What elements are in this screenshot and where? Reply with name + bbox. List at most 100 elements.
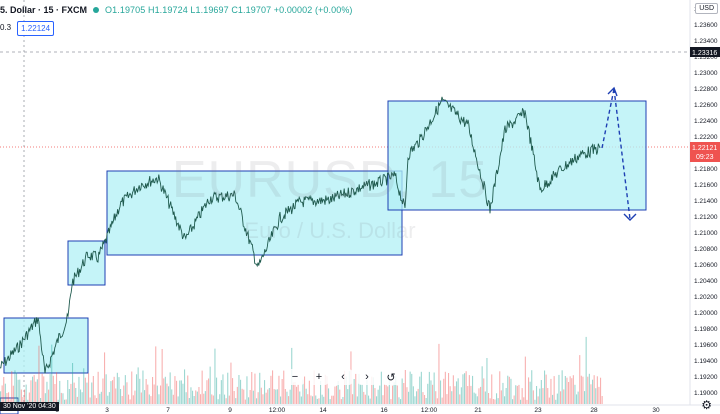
reset-chart-button[interactable]: ↺: [382, 369, 400, 385]
volume-bar: [286, 391, 288, 404]
volume-bar: [150, 396, 152, 404]
volume-bar: [556, 393, 558, 404]
volume-bar: [105, 374, 107, 404]
volume-bar: [497, 398, 499, 404]
volume-bar: [217, 399, 219, 404]
volume-bar: [156, 385, 158, 404]
price-tick-label: 1.21000: [694, 230, 718, 237]
volume-bar: [48, 389, 50, 404]
zoom-out-button[interactable]: −: [286, 369, 304, 385]
volume-bar: [568, 382, 570, 404]
volume-bar: [499, 371, 501, 404]
volume-bar: [393, 382, 395, 404]
volume-bar: [438, 343, 440, 404]
volume-bar: [428, 371, 430, 404]
volume-bar: [214, 348, 216, 404]
volume-bar: [456, 381, 458, 404]
volume-bar: [425, 398, 427, 404]
volume-bar: [64, 399, 66, 404]
volume-bar: [512, 399, 514, 404]
scroll-right-button[interactable]: ›: [358, 369, 376, 385]
volume-bar: [264, 380, 266, 404]
volume-bar: [201, 370, 203, 404]
price-line: [0, 96, 601, 374]
volume-bar: [564, 376, 566, 404]
volume-bar: [120, 389, 122, 404]
volume-bar: [368, 395, 370, 404]
volume-bar: [70, 383, 72, 404]
volume-bar: [408, 391, 410, 404]
volume-bar: [36, 379, 38, 404]
volume-bar: [352, 394, 354, 404]
volume-bar: [553, 376, 555, 404]
volume-bar: [32, 376, 34, 404]
volume-bar: [100, 391, 102, 404]
volume-bar: [243, 389, 245, 404]
volume-bar: [475, 393, 477, 404]
volume-bar: [193, 396, 195, 404]
volume-bar: [331, 395, 333, 404]
price-tag-box[interactable]: 1.22124: [17, 21, 55, 36]
volume-bar: [505, 388, 507, 404]
volume-bar: [515, 385, 517, 404]
volume-bar: [392, 385, 394, 404]
volume-bar: [561, 370, 563, 404]
volume-bar: [355, 373, 357, 404]
volume-bar: [587, 376, 589, 404]
volume-bar: [92, 376, 94, 404]
ohlc-values: O1.19705 H1.19724 L1.19697 C1.19707 +0.0…: [105, 5, 353, 15]
volume-bar: [508, 376, 510, 404]
volume-bar: [155, 346, 157, 404]
volume-bar: [62, 393, 64, 404]
volume-bar: [185, 392, 187, 404]
volume-bar: [388, 375, 390, 404]
arrow-head-up: [607, 86, 618, 97]
current-price-label: 1.22121: [692, 145, 717, 152]
volume-bar: [179, 380, 181, 404]
volume-bar: [212, 395, 214, 404]
zoom-in-button[interactable]: +: [310, 369, 328, 385]
volume-bar: [377, 389, 379, 404]
time-tick-label: 16: [380, 407, 388, 414]
volume-bar: [267, 389, 269, 404]
volume-bar: [198, 387, 200, 404]
volume-bar: [572, 375, 574, 404]
volume-bar: [83, 368, 85, 404]
volume-bar: [97, 371, 99, 404]
volume-bar: [326, 376, 328, 404]
volume-bar: [422, 392, 424, 404]
volume-bar: [241, 388, 243, 404]
volume-bar: [251, 372, 253, 404]
volume-bar: [14, 370, 16, 404]
volume-bar: [289, 389, 291, 404]
volume-bar: [161, 349, 163, 404]
price-tick-label: 1.19600: [694, 342, 718, 349]
gear-icon[interactable]: ⚙: [701, 398, 712, 412]
volume-bar: [406, 387, 408, 404]
volume-bar: [28, 392, 30, 404]
volume-bar: [523, 397, 525, 404]
volume-bar: [232, 378, 234, 404]
currency-button[interactable]: USD: [695, 3, 718, 14]
volume-bar: [483, 378, 485, 404]
time-tick-label: 12:00: [421, 407, 438, 414]
volume-bar: [65, 399, 67, 404]
volume-bar: [545, 374, 547, 404]
volume-bar: [507, 375, 509, 404]
scroll-left-button[interactable]: ‹: [334, 369, 352, 385]
volume-bar: [169, 372, 171, 404]
volume-bar: [44, 393, 46, 404]
series-legend: 5. Dollar · 15 · FXCM O1.19705 H1.19724 …: [0, 2, 353, 18]
volume-bar: [76, 396, 78, 404]
volume-bar: [312, 396, 314, 404]
volume-bar: [200, 394, 202, 404]
price-tags: 0.3 1.22124: [0, 21, 55, 36]
volume-bar: [192, 390, 194, 404]
chart-nav-controls: − + ‹ › ↺: [286, 369, 400, 385]
volume-bar: [539, 388, 541, 404]
volume-bar: [468, 375, 470, 404]
symbol-name[interactable]: 5. Dollar · 15 · FXCM: [0, 5, 88, 15]
volume-bar: [304, 376, 306, 404]
